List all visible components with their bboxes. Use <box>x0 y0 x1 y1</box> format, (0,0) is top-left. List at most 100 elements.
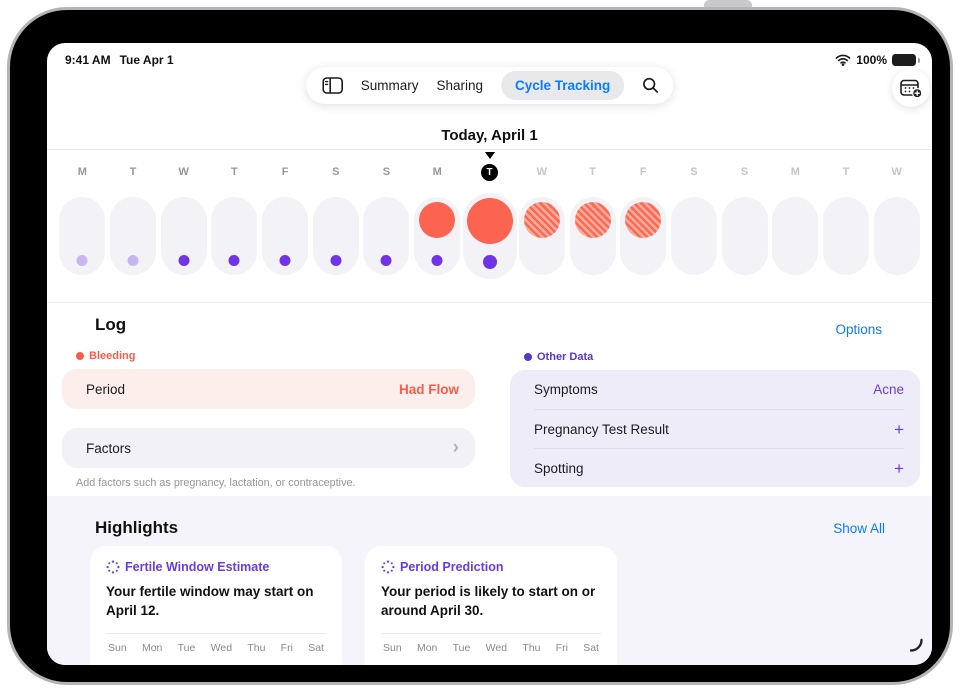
timeline-day[interactable]: W <box>871 151 922 279</box>
weekday-label: Thu <box>522 641 541 654</box>
timeline-day[interactable]: S <box>361 151 412 279</box>
timeline-day[interactable]: S <box>310 151 361 279</box>
timeline-day[interactable]: M <box>770 151 821 279</box>
tab-cycle-tracking[interactable]: Cycle Tracking <box>501 71 625 100</box>
weekday-label: Wed <box>485 641 508 654</box>
highlights-section: Highlights Show All <box>47 496 932 665</box>
day-capsule[interactable] <box>620 197 667 275</box>
period-value[interactable]: Had Flow <box>399 381 459 397</box>
options-link[interactable]: Options <box>835 322 882 337</box>
nav-bar: Summary Sharing Cycle Tracking <box>305 67 674 104</box>
day-capsule[interactable] <box>518 197 565 275</box>
show-all-link[interactable]: Show All <box>833 521 885 536</box>
timeline-day[interactable]: S <box>719 151 770 279</box>
day-letter: W <box>178 166 189 178</box>
log-dot <box>482 255 497 269</box>
weekday-label: Fri <box>280 641 293 654</box>
day-capsule[interactable] <box>414 197 461 275</box>
timeline-day[interactable]: M <box>57 151 108 279</box>
log-dot <box>380 255 392 266</box>
day-capsule[interactable] <box>160 197 207 275</box>
day-capsule[interactable] <box>569 197 616 275</box>
pregnancy-test-row[interactable]: Pregnancy Test Result + <box>534 409 904 448</box>
weekday-label: Sat <box>583 641 599 654</box>
timeline-day[interactable]: T <box>209 151 260 279</box>
day-capsule[interactable] <box>59 197 106 275</box>
day-capsule[interactable] <box>721 197 768 275</box>
card-body: Your fertile window may start on April 1… <box>106 584 314 618</box>
period-row[interactable]: Period Had Flow <box>62 369 475 409</box>
day-letter: S <box>740 166 749 178</box>
day-capsule[interactable] <box>110 197 157 275</box>
log-dot <box>178 255 190 266</box>
add-spotting-button[interactable]: + <box>894 458 904 478</box>
other-data-label: Other Data <box>537 351 594 363</box>
day-capsule[interactable] <box>312 197 359 275</box>
day-capsule[interactable] <box>822 197 869 275</box>
add-pregnancy-test-button[interactable]: + <box>894 419 904 439</box>
day-letter: W <box>536 166 548 178</box>
day-letter: T <box>129 166 137 178</box>
day-capsule[interactable] <box>670 197 717 275</box>
search-icon[interactable] <box>642 77 659 94</box>
timeline-day[interactable]: S <box>669 151 720 279</box>
spotting-label: Spotting <box>534 460 584 476</box>
day-capsule[interactable] <box>211 197 258 275</box>
day-letter: T <box>589 166 596 178</box>
weekday-label: Sat <box>308 641 324 654</box>
period-circle <box>419 202 456 238</box>
timeline-day[interactable]: F <box>618 151 669 279</box>
period-circle <box>523 202 560 238</box>
add-cycle-log-button[interactable] <box>892 69 930 107</box>
day-letter: W <box>891 166 902 178</box>
divider <box>106 632 326 634</box>
fertile-window-card[interactable]: Fertile Window Estimate Your fertile win… <box>90 546 342 665</box>
tab-sharing[interactable]: Sharing <box>436 78 483 93</box>
day-capsule[interactable] <box>873 197 920 275</box>
day-capsule[interactable] <box>772 197 819 275</box>
timeline-day[interactable]: T <box>462 151 517 279</box>
spotting-row[interactable]: Spotting + <box>534 448 904 487</box>
timeline-day[interactable]: T <box>567 151 618 279</box>
log-dot <box>279 255 291 266</box>
tab-summary[interactable]: Summary <box>360 78 419 93</box>
log-section: Log Bleeding Period Had Flow Factors › A… <box>62 315 475 489</box>
factors-label: Factors <box>86 440 132 456</box>
weekday-label: Sun <box>383 641 402 654</box>
symptoms-value[interactable]: Acne <box>873 382 904 397</box>
day-capsule[interactable] <box>462 193 517 279</box>
sparkle-icon <box>381 560 395 574</box>
weekday-label: Fri <box>555 641 568 654</box>
weekday-label: Thu <box>247 641 266 654</box>
calendar-add-icon <box>899 78 923 99</box>
other-data-section: Other Data Symptoms Acne Pregnancy Test … <box>510 351 920 487</box>
sparkle-icon <box>106 560 120 574</box>
bleeding-label: Bleeding <box>89 350 136 362</box>
log-dot <box>431 255 443 266</box>
day-capsule[interactable] <box>363 197 410 275</box>
timeline-day[interactable]: W <box>517 151 568 279</box>
screen: 9:41 AM Tue Apr 1 100% <box>47 43 932 665</box>
day-letter: M <box>77 166 87 178</box>
card-title: Period Prediction <box>400 560 504 574</box>
timeline-day[interactable]: M <box>412 151 463 279</box>
timeline-day[interactable]: W <box>158 151 209 279</box>
cycle-timeline: M T W T F <box>57 151 922 279</box>
corner-gesture-icon <box>909 638 924 658</box>
period-circle <box>466 198 513 244</box>
weekday-label: Mon <box>416 641 438 654</box>
day-capsule[interactable] <box>262 197 309 275</box>
weekday-label: Tue <box>177 641 196 654</box>
other-data-category: Other Data <box>524 351 920 363</box>
other-data-dot-icon <box>524 353 532 361</box>
day-letter: M <box>432 166 442 178</box>
log-dot <box>76 255 88 266</box>
log-dot <box>330 255 342 266</box>
period-prediction-card[interactable]: Period Prediction Your period is likely … <box>365 546 617 665</box>
sidebar-toggle-icon[interactable] <box>321 77 343 94</box>
timeline-day[interactable]: F <box>260 151 311 279</box>
timeline-day[interactable]: T <box>108 151 159 279</box>
symptoms-row[interactable]: Symptoms Acne <box>534 370 904 409</box>
timeline-day[interactable]: T <box>821 151 872 279</box>
factors-row[interactable]: Factors › <box>62 428 475 468</box>
